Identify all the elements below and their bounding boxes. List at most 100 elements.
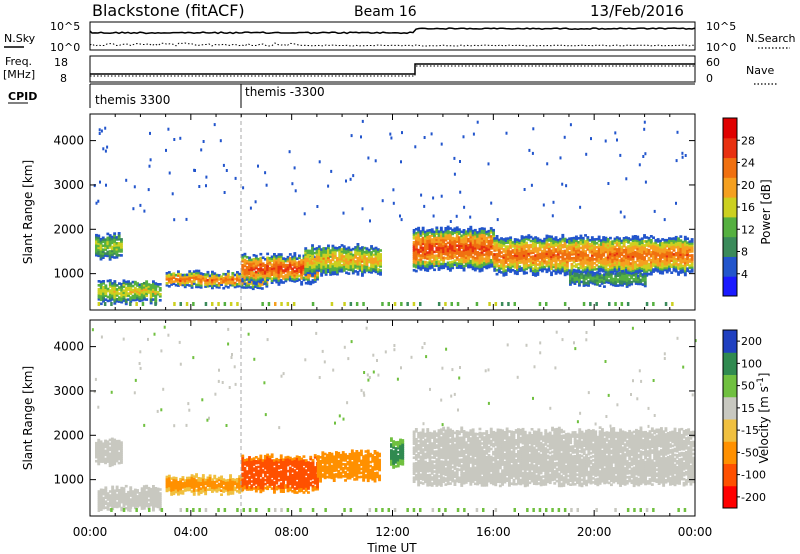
heatmap-cell [259,458,263,462]
heatmap-cell [127,292,130,295]
heatmap-cell [476,257,480,260]
heatmap-cell [220,283,223,286]
heatmap-speckle [563,135,566,139]
heatmap-cell [580,274,584,278]
heatmap-cell [277,271,281,274]
heatmap-cell [108,258,112,261]
heatmap-cell [570,259,574,262]
heatmap-cell [222,280,226,284]
heatmap-cell [581,264,585,268]
heatmap-cell [417,248,421,252]
heatmap-cell [118,503,121,506]
heatmap-cell [226,478,230,482]
heatmap-cell [428,235,432,238]
heatmap-cell [97,298,101,301]
heatmap-cell [663,268,667,272]
heatmap-cell [643,268,646,271]
heatmap-cell [190,272,194,275]
heatmap-cell [556,244,560,248]
heatmap-cell [127,494,130,498]
heatmap-cell [177,284,180,287]
heatmap-cell [183,275,187,279]
heatmap-cell [172,486,176,490]
heatmap-speckle [392,201,395,205]
heatmap-cell [104,286,108,289]
heatmap-cell [268,481,272,484]
heatmap-cell [288,259,292,262]
heatmap-cell [613,255,617,259]
heatmap-cell [277,277,281,280]
heatmap-cell [317,249,321,252]
heatmap-cell [473,252,477,256]
heatmap-cell [611,264,615,267]
heatmap-cell [522,256,526,259]
heatmap-cell [525,245,528,249]
heatmap-cell [186,484,189,488]
heatmap-cell [588,263,592,266]
heatmap-cell [149,297,153,301]
heatmap-cell [199,481,203,484]
heatmap-cell [97,500,101,503]
heatmap-cell [315,255,319,258]
heatmap-cell [322,255,326,258]
heatmap-cell [607,279,611,282]
heatmap-cell [618,269,621,272]
heatmap-cell [493,265,497,268]
heatmap-cell [206,282,210,286]
heatmap-cell [206,478,210,482]
heatmap-cell [288,261,292,264]
heatmap-cell [361,268,364,271]
heatmap-cell [665,266,669,270]
heatmap-cell [547,259,551,262]
heatmap-cell [659,257,662,261]
heatmap-cell [108,504,112,507]
heatmap-cell [259,276,263,280]
heatmap-cell [250,274,254,278]
heatmap-cell [563,257,567,261]
heatmap-cell [688,254,692,257]
heatmap-cell [101,444,105,447]
heatmap-cell [248,266,251,270]
heatmap-cell [226,280,230,283]
heatmap-cell [211,482,214,485]
heatmap-cell [295,271,299,274]
heatmap-cell [584,252,587,255]
heatmap-cell [192,477,196,480]
heatmap-cell [565,250,569,254]
heatmap-cell [636,263,640,267]
heatmap-speckle [369,219,371,223]
heatmap-cell [458,258,461,261]
heatmap-cell [248,256,251,260]
heatmap-cell [288,273,292,276]
heatmap-cell [365,269,369,272]
heatmap-cell [99,500,103,503]
heatmap-cell [586,238,590,241]
heatmap-cell [349,256,353,260]
heatmap-cell [286,487,290,491]
heatmap-cell [649,260,653,264]
heatmap-cell [259,466,263,470]
heatmap-cell [578,278,581,281]
heatmap-speckle [316,205,319,208]
heatmap-cell [256,272,260,275]
heatmap-cell [102,286,105,289]
heatmap-cell [279,257,283,260]
heatmap-cell [433,260,436,264]
heatmap-cell [593,248,597,251]
heatmap-cell [120,290,124,294]
heatmap-cell [414,247,418,251]
heatmap-cell [509,250,513,253]
heatmap-cell [379,253,382,256]
heatmap-cell [575,245,578,249]
heatmap-cell [643,258,646,261]
heatmap-cell [579,254,583,258]
heatmap-cell [245,276,249,279]
heatmap-cell [142,485,146,488]
heatmap-cell [233,273,237,277]
heatmap-cell [372,265,376,269]
heatmap-cell [412,269,416,272]
heatmap-cell [578,274,581,277]
heatmap-cell [115,505,119,509]
heatmap-cell [140,489,144,492]
heatmap-cell [181,275,185,279]
